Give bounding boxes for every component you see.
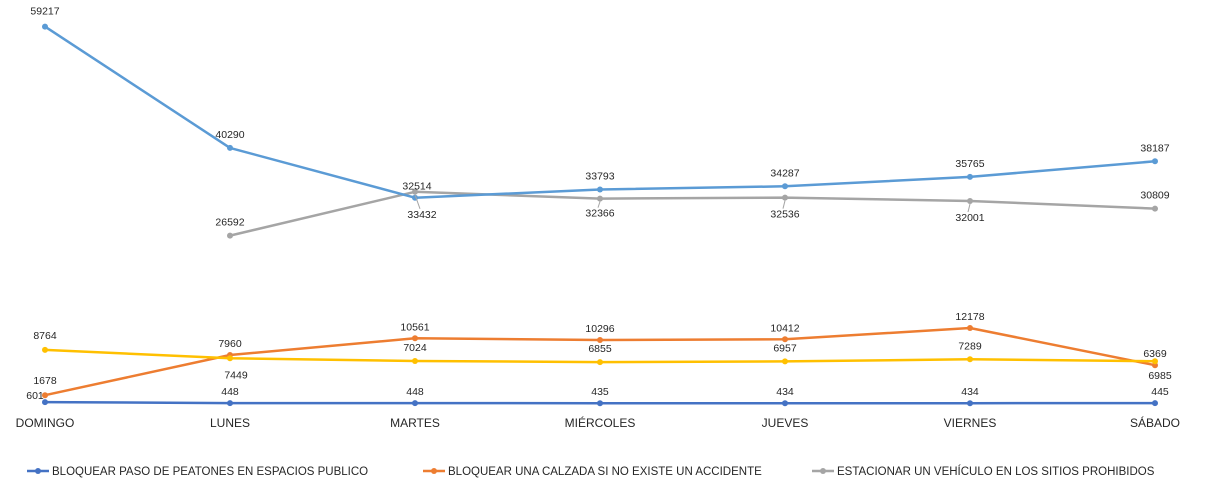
data-point-1-2	[412, 335, 418, 342]
data-label-0-0: 601	[26, 390, 44, 402]
data-label-1-6: 6369	[1143, 348, 1167, 360]
data-point-0-5	[967, 400, 973, 407]
data-point-3-6	[1152, 158, 1158, 165]
legend-label-2: ESTACIONAR UN VEHÍCULO EN LOS SITIOS PRO…	[837, 465, 1155, 478]
legend-marker-2	[820, 468, 826, 474]
series-line-2	[228, 190, 1157, 237]
data-label-0-2: 448	[406, 386, 424, 398]
data-point-3-3	[597, 186, 603, 193]
data-point-4-6	[1152, 358, 1158, 365]
x-tick-label-3: MIÉRCOLES	[565, 415, 636, 430]
data-label-3-0: 59217	[30, 6, 59, 18]
label-leader-2-4	[782, 200, 786, 209]
data-point-4-2	[412, 358, 418, 364]
label-leader-2-3	[597, 201, 601, 208]
x-tick-label-4: JUEVES	[762, 416, 809, 430]
data-label-0-3: 435	[591, 386, 609, 398]
data-label-3-1: 40290	[215, 129, 244, 141]
data-point-1-0	[42, 392, 48, 399]
data-point-2-5	[967, 198, 973, 204]
data-point-4-5	[967, 356, 973, 363]
data-point-2-1	[227, 232, 233, 239]
data-label-0-4: 434	[776, 386, 794, 398]
data-point-1-3	[597, 337, 603, 343]
data-label-1-1: 7960	[218, 338, 242, 350]
data-labels: 601 448 448 435 434 434 445 1678 7960 10561 10296 1…	[26, 6, 1172, 403]
data-label-1-3: 10296	[585, 323, 614, 335]
data-label-4-1: 7449	[224, 369, 248, 381]
legend-label-0: BLOQUEAR PASO DE PEATONES EN ESPACIOS PU…	[52, 466, 368, 478]
data-label-2-3: 32366	[585, 208, 614, 220]
data-point-2-3	[597, 195, 603, 202]
data-label-2-2: 33432	[407, 209, 436, 221]
x-tick-label-1: LUNES	[210, 416, 250, 430]
data-label-4-5: 7289	[958, 340, 982, 352]
data-point-4-3	[597, 359, 603, 366]
legend-item-2: ESTACIONAR UN VEHÍCULO EN LOS SITIOS PRO…	[812, 465, 1155, 478]
data-label-0-1: 448	[221, 386, 239, 398]
data-point-2-6	[1152, 205, 1158, 212]
legend-marker-1	[431, 468, 437, 474]
data-point-2-4	[782, 194, 788, 201]
legend: BLOQUEAR PASO DE PEATONES EN ESPACIOS PU…	[27, 465, 1155, 478]
data-label-3-4: 34287	[770, 167, 799, 179]
data-point-3-4	[782, 183, 788, 190]
legend-marker-0	[35, 468, 41, 474]
data-label-1-4: 10412	[770, 322, 799, 334]
data-label-4-2: 7024	[403, 342, 427, 354]
data-point-0-2	[412, 400, 418, 407]
data-label-4-3: 6855	[588, 343, 612, 355]
data-point-2-2	[412, 188, 418, 195]
data-point-4-4	[782, 358, 788, 365]
data-label-2-1: 26592	[215, 217, 244, 229]
x-tick-label-2: MARTES	[390, 416, 440, 430]
data-point-0-1	[227, 400, 233, 407]
category-axis: DOMINGO LUNES MARTES MIÉRCOLES JUEVES VIERNES…	[16, 415, 1180, 430]
label-leader-2-2	[414, 194, 421, 209]
x-tick-label-6: SÁBADO	[1130, 415, 1180, 430]
label-leader-2-5	[967, 203, 971, 213]
data-label-3-5: 35765	[955, 158, 984, 170]
series-points	[42, 23, 1158, 407]
data-point-1-4	[782, 336, 788, 343]
data-point-1-5	[967, 325, 973, 331]
data-label-0-5: 434	[961, 386, 979, 398]
data-label-3-2: 32514	[402, 181, 431, 193]
data-label-1-0: 1678	[33, 375, 57, 387]
data-label-3-3: 33793	[585, 171, 614, 183]
data-label-2-4: 32536	[770, 209, 799, 221]
data-label-4-0: 8764	[33, 330, 57, 342]
data-label-3-6: 38187	[1140, 142, 1169, 154]
data-point-3-0	[42, 23, 48, 30]
data-point-0-3	[597, 400, 603, 407]
data-point-3-1	[227, 144, 233, 151]
data-label-4-4: 6957	[773, 342, 797, 354]
legend-item-1: BLOQUEAR UNA CALZADA SI NO EXISTE UN ACC…	[423, 466, 762, 478]
data-point-4-1	[227, 355, 233, 362]
data-point-3-5	[967, 173, 973, 180]
data-point-0-4	[782, 400, 788, 407]
data-label-1-5: 12178	[955, 311, 984, 323]
legend-item-0: BLOQUEAR PASO DE PEATONES EN ESPACIOS PU…	[27, 466, 368, 478]
data-point-0-0	[42, 399, 48, 406]
legend-label-1: BLOQUEAR UNA CALZADA SI NO EXISTE UN ACC…	[448, 466, 762, 478]
x-tick-label-0: DOMINGO	[16, 416, 75, 430]
data-label-0-6: 445	[1151, 386, 1169, 398]
x-tick-label-5: VIERNES	[944, 416, 997, 430]
data-point-4-0	[42, 346, 48, 353]
data-label-4-6: 6985	[1148, 370, 1172, 382]
data-point-0-6	[1152, 400, 1158, 407]
data-label-2-6: 30809	[1140, 190, 1169, 202]
data-label-2-5: 32001	[955, 212, 984, 224]
data-label-1-2: 10561	[400, 321, 429, 333]
